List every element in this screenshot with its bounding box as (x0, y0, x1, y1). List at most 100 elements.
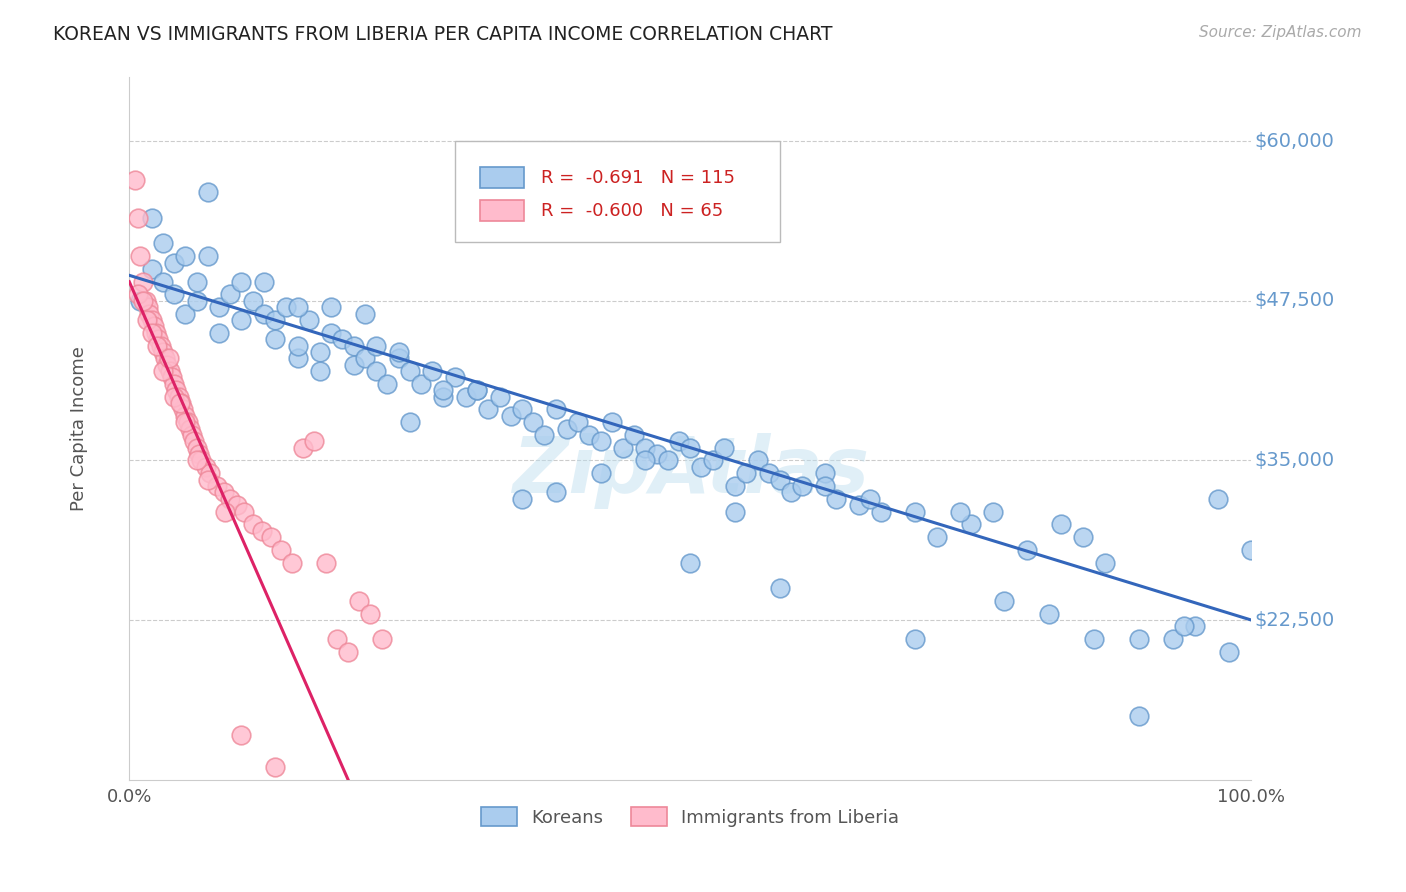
Point (354, 307, 377, 321)
Point (904, 632, 927, 647)
Point (321, 300, 343, 314)
Point (679, 556, 702, 570)
Point (174, 307, 197, 321)
Point (349, 594, 371, 608)
Point (668, 434, 690, 449)
Point (276, 300, 298, 314)
Point (1240, 542, 1263, 557)
Point (197, 473, 219, 487)
Point (186, 293, 208, 308)
Point (153, 351, 176, 366)
Point (174, 249, 197, 263)
Point (904, 504, 927, 518)
Point (187, 447, 209, 461)
Point (309, 364, 332, 378)
Point (304, 434, 326, 449)
Point (398, 364, 420, 378)
Point (387, 345, 409, 359)
Point (1083, 632, 1105, 647)
Point (226, 498, 249, 512)
Point (169, 396, 191, 410)
Point (174, 409, 197, 423)
Point (825, 491, 848, 506)
Point (165, 383, 187, 397)
Point (555, 421, 578, 435)
Text: $22,500: $22,500 (1254, 610, 1334, 630)
Point (287, 338, 309, 352)
Point (309, 345, 332, 359)
Bar (481, 201, 524, 221)
Point (149, 338, 172, 352)
Point (232, 504, 254, 518)
Point (163, 287, 186, 301)
Point (152, 275, 174, 289)
Point (124, 172, 146, 186)
Point (332, 332, 354, 346)
Point (747, 453, 769, 467)
Point (281, 556, 304, 570)
Point (713, 441, 735, 455)
Point (321, 326, 343, 340)
Point (242, 517, 264, 532)
Text: $47,500: $47,500 (1254, 292, 1334, 310)
Point (135, 293, 157, 308)
Point (343, 338, 366, 352)
Point (634, 453, 657, 467)
Point (174, 415, 197, 429)
Point (214, 504, 236, 518)
Point (160, 370, 183, 384)
Point (600, 415, 623, 429)
Point (132, 275, 155, 289)
Point (208, 300, 231, 314)
Point (510, 491, 533, 506)
Point (253, 275, 276, 289)
Point (589, 434, 612, 449)
Point (148, 332, 170, 346)
Point (1094, 556, 1116, 570)
Point (544, 485, 567, 500)
Point (138, 300, 160, 314)
Point (522, 415, 544, 429)
Point (1128, 632, 1150, 647)
Point (848, 498, 870, 512)
Point (387, 351, 409, 366)
Point (172, 402, 194, 417)
Point (145, 326, 167, 340)
Point (152, 236, 174, 251)
Text: $60,000: $60,000 (1254, 132, 1334, 151)
Point (432, 383, 454, 397)
Point (1015, 542, 1038, 557)
Point (465, 383, 488, 397)
Point (1049, 517, 1071, 532)
Point (127, 211, 149, 225)
Point (197, 186, 219, 200)
Point (1038, 607, 1060, 621)
Point (159, 364, 181, 378)
Point (1161, 632, 1184, 647)
Text: Per Capita Income: Per Capita Income (70, 346, 87, 511)
Point (129, 293, 152, 308)
Point (859, 491, 882, 506)
Point (183, 434, 205, 449)
Point (264, 313, 287, 327)
Point (432, 390, 454, 404)
Point (702, 453, 724, 467)
Bar (481, 168, 524, 188)
Point (758, 467, 780, 481)
Point (197, 249, 219, 263)
Point (780, 485, 803, 500)
Point (993, 594, 1015, 608)
Point (634, 441, 657, 455)
Point (212, 485, 235, 500)
Point (141, 211, 163, 225)
Point (612, 441, 634, 455)
Point (231, 728, 253, 742)
Point (1071, 530, 1094, 544)
FancyBboxPatch shape (454, 141, 780, 243)
Point (366, 338, 388, 352)
Point (567, 415, 589, 429)
Point (959, 517, 981, 532)
Point (623, 428, 645, 442)
Point (769, 581, 792, 595)
Point (141, 313, 163, 327)
